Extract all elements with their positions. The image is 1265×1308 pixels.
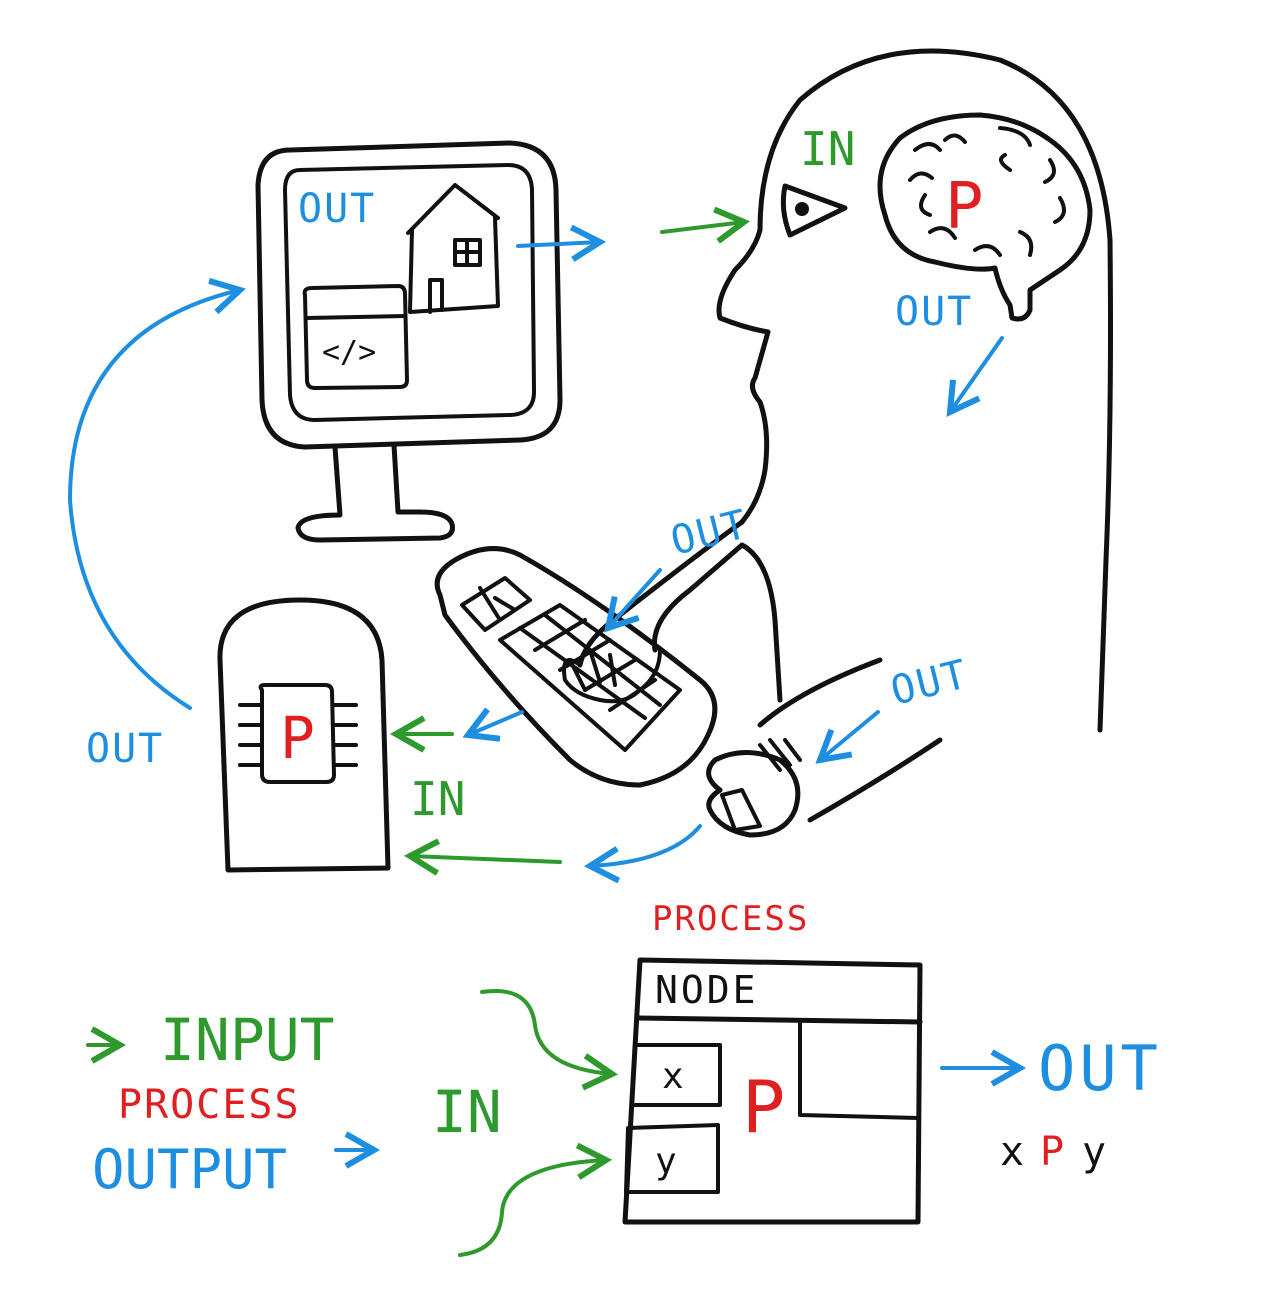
node-in-label: IN (432, 1078, 502, 1146)
node-process-symbol: P (742, 1065, 785, 1149)
node-input-x: x (662, 1056, 684, 1097)
formula-y: y (1082, 1129, 1106, 1175)
case-in-label: IN (410, 772, 465, 826)
brain-icon (877, 112, 1093, 322)
code-symbol: </> (322, 335, 376, 370)
node-input-y: y (655, 1141, 677, 1182)
case-out-label: OUT (86, 726, 164, 772)
keyboard-to-case-blue-arrow (462, 707, 524, 742)
process-node-box (622, 957, 923, 1225)
node-input-y-arrow (458, 1142, 613, 1257)
eye-in-label: IN (800, 122, 855, 176)
mouse-icon (706, 657, 943, 838)
code-window-icon (302, 284, 409, 390)
legend-output: OUTPUT (92, 1138, 287, 1201)
keyboard-out-label: OUT (666, 501, 753, 565)
mouse-out-arrow (815, 710, 880, 764)
node-input-x-arrow (480, 989, 619, 1091)
brain-process-symbol: P (945, 170, 984, 244)
eye-icon (780, 183, 848, 238)
monitor-out-label: OUT (298, 186, 376, 232)
node-caption: PROCESS (652, 899, 809, 939)
monitor-to-eye-arrow (516, 224, 607, 262)
legend-process: PROCESS (118, 1082, 301, 1128)
mouse-to-case-blue-arrow (583, 824, 702, 884)
mouse-out-label: OUT (886, 651, 973, 715)
mouse-to-case-green-arrow (403, 838, 562, 876)
node-title: NODE (655, 968, 759, 1012)
monitor-icon (255, 140, 563, 543)
house-icon (406, 183, 500, 314)
head-icon (716, 48, 1113, 733)
chip-icon (238, 683, 358, 784)
keyboard-icon (434, 546, 718, 788)
formula-p: P (1040, 1129, 1064, 1175)
case-process-symbol: P (280, 704, 315, 772)
computer-case-icon (217, 597, 391, 873)
hand-icon (562, 648, 662, 704)
case-to-monitor-arrow (68, 277, 246, 710)
node-out-label: OUT (1038, 1032, 1162, 1105)
brain-to-hand-arrow (946, 336, 1004, 417)
brain-out-label: OUT (895, 289, 973, 335)
keyboard-out-arrow (603, 568, 662, 633)
legend-input: INPUT (160, 1006, 335, 1074)
eye-in-arrow (660, 206, 751, 244)
formula-x: x (1000, 1129, 1024, 1175)
